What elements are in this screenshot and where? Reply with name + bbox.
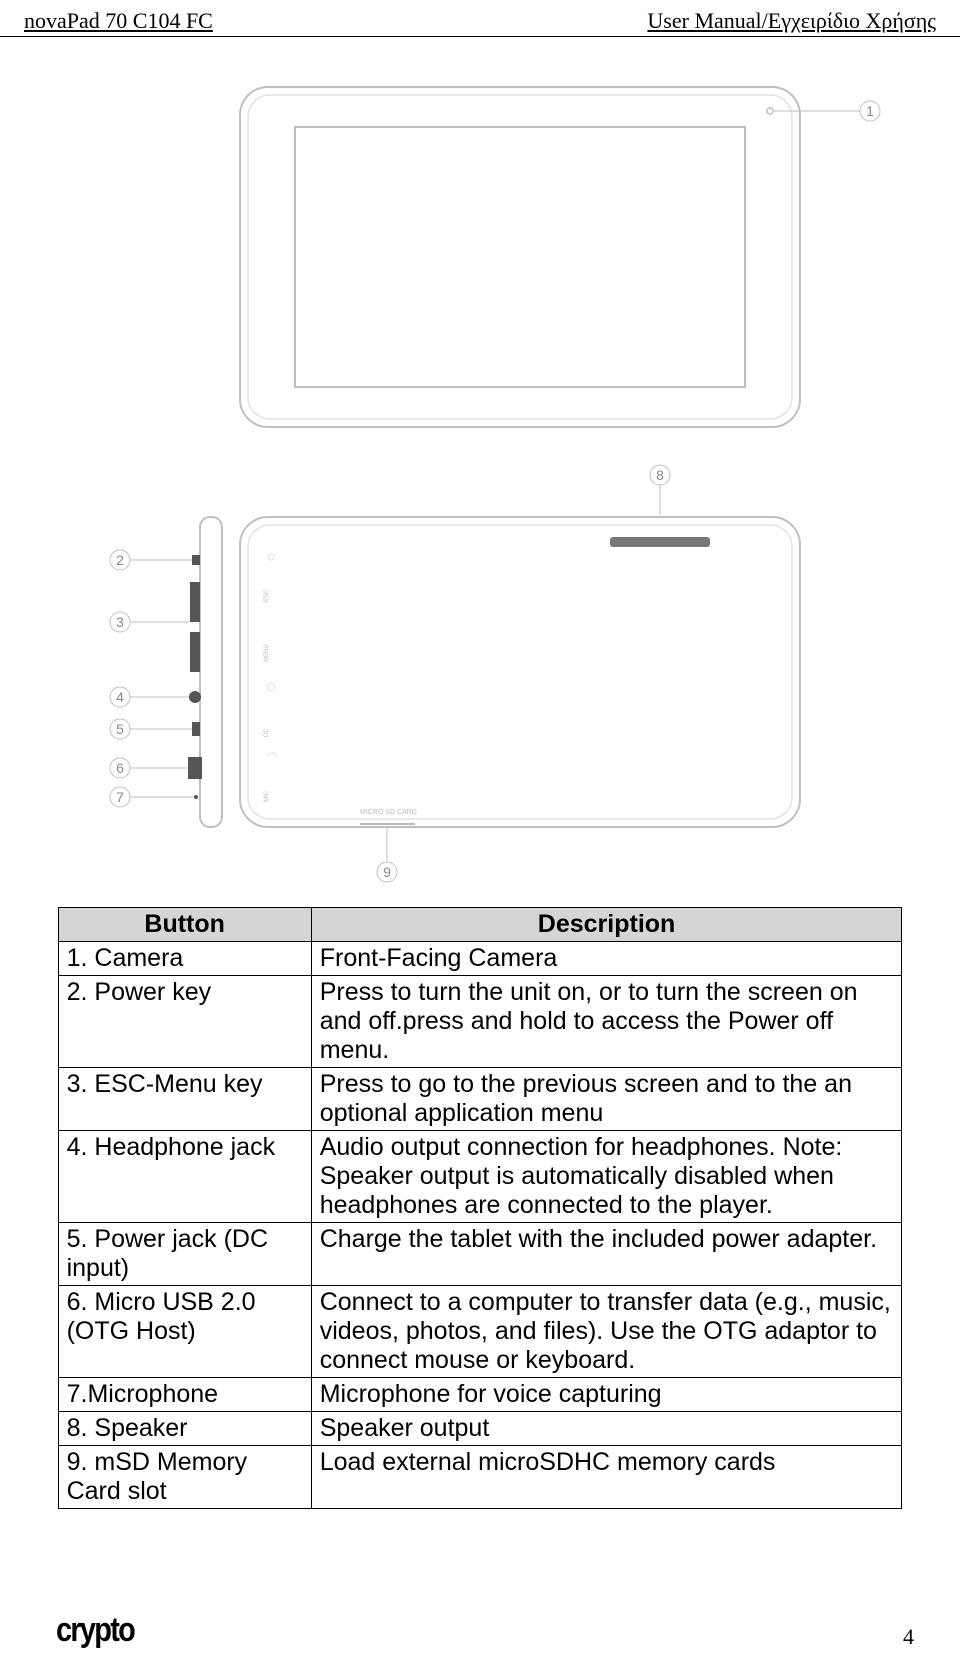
callout-3: 3 (116, 614, 124, 630)
callout-9: 9 (383, 864, 391, 880)
left-callouts: 2 3 4 5 6 (110, 550, 194, 807)
table-row: 1. Camera Front-Facing Camera (58, 942, 902, 976)
th-button: Button (58, 908, 311, 942)
page-footer: crypto 4 (0, 1611, 960, 1650)
callout-1: 1 (866, 103, 874, 119)
table-row: 5. Power jack (DC input) Charge the tabl… (58, 1223, 902, 1286)
callout-9-group: 9 (377, 827, 397, 882)
header-right: User Manual/Εγχειρίδιο Χρήσης (647, 8, 936, 34)
header-left: novaPad 70 C104 FC (24, 8, 213, 34)
callout-2: 2 (116, 552, 124, 568)
svg-text:MIC: MIC (264, 790, 270, 802)
table-row: 7.Microphone Microphone for voice captur… (58, 1378, 902, 1412)
cell-button: 4. Headphone jack (58, 1131, 311, 1223)
callout-6: 6 (116, 760, 124, 776)
diagram-svg: 1 8 ESC MENU DC MIC MICRO (70, 57, 890, 887)
callout-7: 7 (116, 789, 124, 805)
cell-button: 3. ESC-Menu key (58, 1068, 311, 1131)
table-header-row: Button Description (58, 908, 902, 942)
table-row: 2. Power key Press to turn the unit on, … (58, 976, 902, 1068)
cell-button: 9. mSD Memory Card slot (58, 1446, 311, 1509)
cell-button: 1. Camera (58, 942, 311, 976)
cell-desc: Press to go to the previous screen and t… (311, 1068, 902, 1131)
cell-desc: Charge the tablet with the included powe… (311, 1223, 902, 1286)
table-row: 3. ESC-Menu key Press to go to the previ… (58, 1068, 902, 1131)
cell-button: 8. Speaker (58, 1412, 311, 1446)
callout-8: 8 (656, 467, 664, 483)
cell-desc: Load external microSDHC memory cards (311, 1446, 902, 1509)
back-view: ESC MENU DC MIC MICRO SD CARD (240, 517, 800, 827)
cell-desc: Front-Facing Camera (311, 942, 902, 976)
cell-button: 6. Micro USB 2.0 (OTG Host) (58, 1286, 311, 1378)
page-header: novaPad 70 C104 FC User Manual/Εγχειρίδι… (0, 0, 960, 37)
cell-desc: Microphone for voice capturing (311, 1378, 902, 1412)
table-row: 8. Speaker Speaker output (58, 1412, 902, 1446)
cell-button: 2. Power key (58, 976, 311, 1068)
footer-page-number: 4 (903, 1624, 914, 1650)
table-row: 4. Headphone jack Audio output connectio… (58, 1131, 902, 1223)
side-view (188, 517, 222, 827)
svg-text:ESC: ESC (264, 589, 270, 602)
front-view: 1 (240, 87, 880, 427)
cell-desc: Press to turn the unit on, or to turn th… (311, 976, 902, 1068)
svg-text:MICRO SD CARD: MICRO SD CARD (360, 809, 417, 816)
cell-desc: Audio output connection for headphones. … (311, 1131, 902, 1223)
svg-text:MENU: MENU (264, 644, 270, 662)
cell-button: 5. Power jack (DC input) (58, 1223, 311, 1286)
device-diagram: 1 8 ESC MENU DC MIC MICRO (0, 37, 960, 887)
callout-5: 5 (116, 721, 124, 737)
svg-text:DC: DC (264, 728, 270, 737)
cell-button: 7.Microphone (58, 1378, 311, 1412)
button-description-table: Button Description 1. Camera Front-Facin… (58, 907, 903, 1509)
cell-desc: Connect to a computer to transfer data (… (311, 1286, 902, 1378)
cell-desc: Speaker output (311, 1412, 902, 1446)
table-row: 9. mSD Memory Card slot Load external mi… (58, 1446, 902, 1509)
callout-8-group: 8 (650, 465, 670, 515)
table-row: 6. Micro USB 2.0 (OTG Host) Connect to a… (58, 1286, 902, 1378)
callout-4: 4 (116, 689, 124, 705)
th-description: Description (311, 908, 902, 942)
footer-brand: crypto (56, 1611, 134, 1650)
